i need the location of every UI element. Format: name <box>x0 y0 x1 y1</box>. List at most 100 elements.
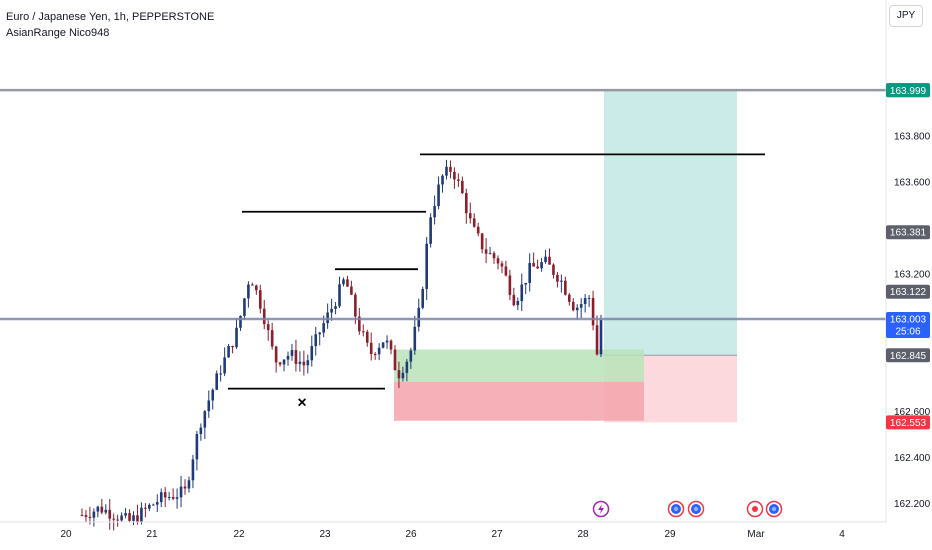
event-dot-icon[interactable] <box>746 500 764 518</box>
candle <box>247 281 250 308</box>
event-flag-icon[interactable] <box>765 500 783 518</box>
candle <box>132 511 135 525</box>
candle <box>108 499 112 530</box>
chart-header: Euro / Japanese Yen, 1h, PEPPERSTONE Asi… <box>6 10 214 40</box>
candle <box>215 370 219 391</box>
candle-body <box>365 331 369 343</box>
candle-body <box>591 297 595 326</box>
candle <box>223 347 226 377</box>
candle-body <box>215 373 219 390</box>
candle <box>274 345 278 373</box>
event-flag-icon[interactable] <box>687 500 705 518</box>
candle <box>195 430 199 471</box>
candle <box>484 238 488 264</box>
candle-body <box>385 340 389 343</box>
candle <box>476 222 480 237</box>
candle-body <box>211 389 215 401</box>
candle <box>350 280 353 296</box>
event-flag-icon[interactable] <box>667 500 685 518</box>
price-tag: 163.999 <box>886 83 930 98</box>
candle <box>258 284 262 314</box>
candle-body <box>187 480 191 489</box>
candle <box>330 298 333 321</box>
candle <box>461 176 464 195</box>
x-tick-label: 26 <box>405 529 417 540</box>
candle <box>175 488 179 509</box>
candle <box>199 423 203 441</box>
candle <box>595 315 599 356</box>
candle <box>227 344 230 358</box>
y-tick-label: 162.400 <box>894 453 931 464</box>
candle-body <box>468 213 472 219</box>
candle <box>579 298 583 318</box>
candle <box>282 359 286 372</box>
candle <box>96 505 100 518</box>
candle <box>504 260 508 277</box>
demand-zone-red <box>394 381 644 421</box>
candle-body <box>310 346 314 361</box>
x-tick-label: 4 <box>839 529 845 540</box>
candle-body <box>314 334 318 347</box>
candle-body <box>461 180 464 194</box>
candle-body <box>560 280 563 282</box>
candle <box>128 509 131 523</box>
x-mark: × <box>297 394 306 411</box>
candle-body <box>203 411 207 428</box>
candle-body <box>282 359 286 365</box>
candle <box>124 507 127 519</box>
candle <box>120 512 123 523</box>
candle <box>552 263 555 279</box>
candle <box>159 488 163 508</box>
candle-body <box>116 519 119 521</box>
candle-body <box>361 331 365 333</box>
candle <box>544 249 547 264</box>
event-lightning-icon[interactable] <box>592 500 610 518</box>
candle-body <box>571 301 575 311</box>
candle <box>298 351 302 372</box>
candle-body <box>433 206 436 218</box>
candle-body <box>449 166 452 172</box>
candle-body <box>100 506 104 513</box>
candle <box>346 275 349 287</box>
candle <box>401 366 405 382</box>
candle-body <box>425 243 428 289</box>
candle-body <box>274 346 278 363</box>
candle-body <box>179 486 183 498</box>
currency-button[interactable]: JPY <box>889 5 923 27</box>
candle <box>397 361 401 389</box>
candle <box>155 494 159 513</box>
symbol-title[interactable]: Euro / Japanese Yen, 1h, PEPPERSTONE <box>6 11 215 23</box>
x-tick-label: 20 <box>60 529 72 540</box>
candle-body <box>243 298 246 316</box>
candle <box>171 488 175 501</box>
candle <box>381 342 385 349</box>
candle-body <box>500 263 504 267</box>
candle <box>480 232 484 254</box>
candle-body <box>369 342 373 354</box>
candle <box>231 345 234 354</box>
candle <box>148 503 151 512</box>
candle-body <box>302 361 306 366</box>
candle <box>373 352 377 360</box>
candle <box>167 491 171 501</box>
candle-body <box>338 284 341 307</box>
candle <box>496 255 500 270</box>
candle-body <box>548 256 551 265</box>
price-axis[interactable]: 163.800163.600163.200163.000162.600162.4… <box>885 0 931 522</box>
price-tag-label: 163.003 <box>890 315 927 326</box>
candle-body <box>235 327 238 348</box>
candle <box>445 159 448 180</box>
indicator-label[interactable]: AsianRange Nico948 <box>6 27 110 39</box>
price-tag: 162.845 <box>886 348 930 363</box>
candle <box>457 173 460 187</box>
candle <box>472 213 476 228</box>
candle-body <box>251 284 254 286</box>
candle-body <box>112 518 115 520</box>
candle-body <box>167 496 171 498</box>
candle <box>528 253 531 292</box>
candle <box>140 502 143 525</box>
candle <box>540 257 543 272</box>
candle-body <box>144 507 147 509</box>
